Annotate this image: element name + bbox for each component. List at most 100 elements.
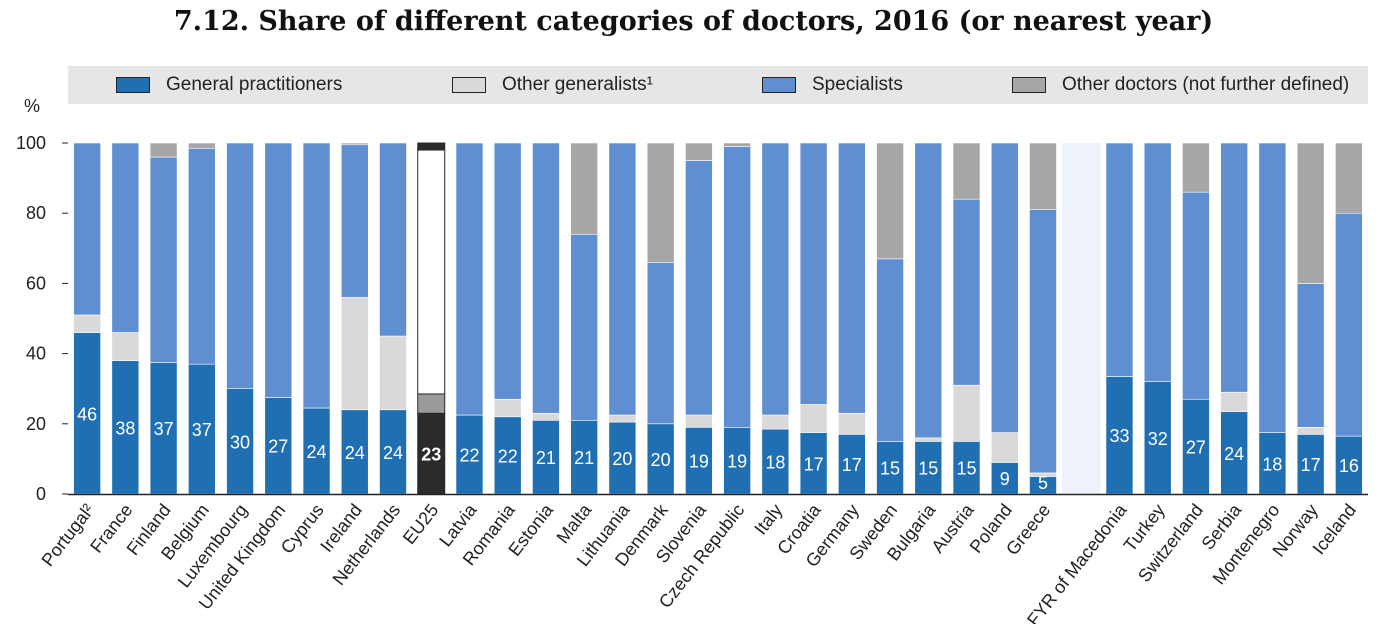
category-label: Italy (750, 500, 786, 538)
data-label: 27 (1186, 438, 1206, 458)
bar-segment (1296, 283, 1325, 428)
bar-segment (952, 384, 981, 442)
bar-segment (532, 419, 560, 495)
bar-segment (188, 142, 216, 149)
bar-segment (876, 142, 904, 260)
data-label: 20 (612, 449, 632, 469)
bar-segment (646, 142, 675, 263)
bar-segment (1296, 142, 1325, 284)
bar-segment (990, 142, 1019, 433)
data-label: 21 (536, 448, 556, 468)
bar-segment (73, 314, 101, 333)
legend-swatch-specialists (762, 77, 796, 93)
data-label: 30 (230, 432, 250, 452)
legend-swatch-other-doctors (1012, 77, 1046, 93)
data-label: 21 (574, 448, 594, 468)
bar-segment (914, 437, 943, 442)
data-label: 15 (918, 459, 938, 479)
data-label: 9 (1000, 469, 1010, 489)
bar-segment (302, 407, 331, 495)
bar-segment (838, 412, 866, 435)
bar-segment (1335, 212, 1363, 437)
bar-segment (493, 398, 522, 418)
bar-segment (417, 149, 446, 395)
y-axis-unit: % (24, 96, 41, 116)
bar-segment (264, 142, 293, 398)
bar-segment (685, 142, 713, 161)
bar-segment (685, 160, 713, 416)
bar-segment (1335, 435, 1363, 495)
y-tick-label: 20 (26, 414, 46, 434)
data-label: 33 (1109, 426, 1129, 446)
bar-segment (111, 332, 140, 361)
bar-segment (1220, 391, 1248, 412)
data-label: 46 (77, 404, 97, 424)
bar-segment (188, 147, 216, 365)
data-label: 17 (804, 454, 824, 474)
bar-segment (1143, 142, 1172, 382)
data-label: 19 (689, 452, 709, 472)
bar-segment (914, 142, 943, 439)
y-tick-label: 60 (26, 273, 46, 293)
data-label: 19 (727, 452, 747, 472)
bar-segment (685, 414, 713, 428)
bar-segment (876, 441, 904, 495)
bar-segment (73, 142, 101, 316)
y-tick-label: 40 (26, 344, 46, 364)
bar-segment (340, 409, 369, 495)
bar-segment (838, 142, 866, 414)
bar-segment (1258, 142, 1287, 433)
category-label: EU25 (399, 500, 442, 548)
bar-segment (723, 146, 751, 428)
data-label: 24 (345, 443, 365, 463)
bar-segment (1220, 142, 1248, 393)
bar-segment (1029, 142, 1057, 210)
bar-segment (1182, 398, 1210, 495)
legend-label-specialists: Specialists (812, 74, 903, 95)
bar-segment (302, 142, 331, 409)
legend-swatch-other-generalists (452, 77, 486, 93)
category-label: Portugal² (38, 500, 99, 570)
bar-segment (111, 142, 140, 333)
data-label: 5 (1038, 473, 1048, 493)
data-label: 15 (880, 459, 900, 479)
bar-segment (723, 427, 751, 495)
bar-segment (952, 142, 981, 200)
bar-segment (914, 441, 943, 495)
legend: General practitioners Other generalists¹… (68, 66, 1368, 104)
data-label: 22 (459, 446, 479, 466)
legend-item-other-generalists: Other generalists¹ (452, 66, 653, 104)
bar-segment (1182, 142, 1210, 193)
bar-segment (799, 432, 828, 495)
data-label: 22 (498, 446, 518, 466)
bar-segment (149, 156, 178, 363)
bar-segment (723, 142, 751, 147)
legend-label-other-generalists: Other generalists¹ (502, 74, 654, 95)
bar-segment (646, 262, 675, 425)
data-label: 16 (1339, 456, 1359, 476)
bar-segment (1335, 142, 1363, 214)
bar-segment (340, 144, 369, 298)
bar-segment (149, 142, 178, 158)
bar-segment (1105, 142, 1134, 377)
data-label: 17 (1301, 455, 1321, 475)
bar-segment (761, 428, 790, 495)
data-label: 37 (192, 420, 212, 440)
legend-swatch-general-practitioners (116, 77, 150, 93)
bar-segment (761, 414, 790, 430)
bar-segment (1182, 191, 1210, 400)
gap-column (1062, 143, 1101, 494)
bar-segment (608, 414, 637, 423)
bar-segment (799, 404, 828, 433)
bar-segment (340, 297, 369, 411)
bar-segment (1105, 376, 1134, 495)
bar-segment (226, 142, 254, 389)
bar-segment (417, 142, 446, 151)
y-tick-label: 100 (16, 133, 46, 153)
bar-segment (188, 363, 216, 495)
bar-segment (1296, 434, 1325, 495)
bar-segment (532, 142, 560, 414)
chart-title: 7.12. Share of different categories of d… (173, 6, 1214, 37)
bar-segment (417, 393, 446, 414)
